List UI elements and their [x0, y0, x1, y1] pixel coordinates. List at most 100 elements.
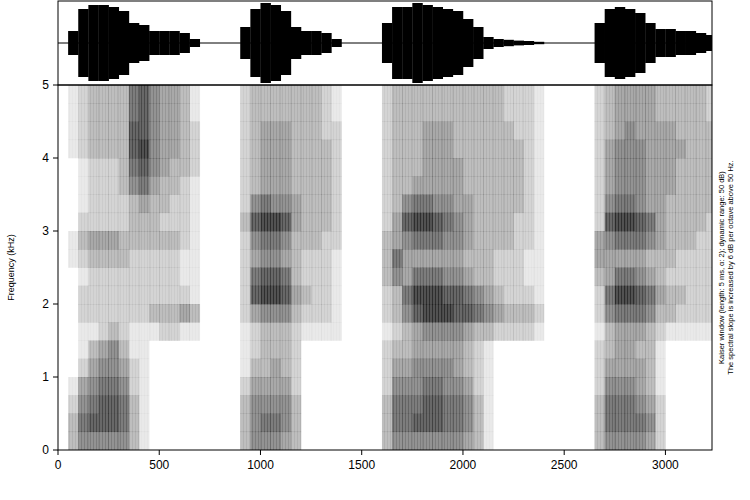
- spectrogram-cell: [301, 304, 311, 323]
- spectrogram-cell: [169, 414, 179, 433]
- spectrogram-cell: [250, 231, 260, 250]
- spectrogram-cell: [493, 140, 503, 159]
- texture-line: [458, 85, 459, 450]
- waveform-segment: [534, 42, 544, 44]
- spectrogram-cell: [493, 322, 503, 341]
- texture-line: [407, 85, 408, 450]
- texture-line: [215, 85, 216, 450]
- texture-line: [311, 85, 312, 450]
- spectrogram-cell: [169, 395, 179, 414]
- spectrogram-cell: [412, 432, 422, 450]
- texture-line: [137, 85, 138, 450]
- texture-line: [167, 85, 168, 450]
- texture-line: [668, 85, 669, 450]
- spectrogram-cell: [58, 432, 68, 450]
- spectrogram-cell: [493, 85, 503, 104]
- spectrogram-cell: [412, 158, 422, 177]
- waveform-segment: [190, 39, 200, 47]
- texture-line: [431, 85, 432, 450]
- spectrogram-cell: [412, 140, 422, 159]
- texture-line: [593, 85, 594, 450]
- spectrogram-cell: [412, 377, 422, 396]
- spectrogram-cell: [88, 395, 98, 414]
- texture-line: [254, 85, 255, 450]
- texture-line: [398, 85, 399, 450]
- spectrogram-cell: [331, 414, 341, 433]
- spectrogram-cell: [169, 140, 179, 159]
- waveform-segment: [98, 5, 108, 81]
- spectrogram-cell: [493, 341, 503, 360]
- texture-line: [410, 85, 411, 450]
- texture-line: [461, 85, 462, 450]
- texture-line: [662, 85, 663, 450]
- spectrogram-cell: [382, 432, 392, 450]
- waveform-segment: [402, 7, 412, 79]
- waveform-segment: [311, 31, 321, 55]
- texture-line: [686, 85, 687, 450]
- spectrogram-cell: [331, 231, 341, 250]
- waveform-segment: [88, 5, 98, 81]
- spectrogram-cell: [493, 414, 503, 433]
- y-tick-label: 3: [42, 224, 49, 238]
- spectrogram-cell: [463, 231, 473, 250]
- spectrogram-cell: [250, 122, 260, 141]
- spectrogram-cell: [250, 103, 260, 122]
- texture-line: [539, 85, 540, 450]
- spectrogram-cell: [463, 304, 473, 323]
- texture-line: [218, 85, 219, 450]
- spectrogram-cell: [574, 85, 584, 104]
- spectrogram-cell: [655, 103, 665, 122]
- spectrogram-cell: [250, 341, 260, 360]
- spectrogram-cell: [58, 341, 68, 360]
- spectrogram-cell: [655, 341, 665, 360]
- x-tick: [462, 450, 463, 455]
- spectrogram-cell: [139, 85, 149, 104]
- spectrogram-cell: [493, 304, 503, 323]
- x-tick: [159, 450, 160, 455]
- spectrogram-cell: [382, 322, 392, 341]
- spectrogram-cell: [382, 249, 392, 268]
- texture-line: [326, 85, 327, 450]
- spectrogram-cell: [58, 359, 68, 378]
- spectrogram-cell: [220, 158, 230, 177]
- texture-line: [677, 85, 678, 450]
- texture-line: [269, 85, 270, 450]
- x-tick-label: 3000: [652, 458, 679, 472]
- spectrogram-cell: [463, 268, 473, 287]
- texture-line: [287, 85, 288, 450]
- waveform-segment: [453, 11, 463, 75]
- spectrogram-cell: [220, 432, 230, 450]
- spectrogram-cell: [382, 140, 392, 159]
- spectrogram-cell: [574, 103, 584, 122]
- texture-line: [425, 85, 426, 450]
- spectrogram-cell: [655, 414, 665, 433]
- texture-line: [119, 85, 120, 450]
- waveform-frame: [58, 1, 712, 85]
- texture-line: [638, 85, 639, 450]
- spectrogram-cell: [544, 158, 554, 177]
- spectrogram-cell: [250, 414, 260, 433]
- texture-line: [632, 85, 633, 450]
- texture-line: [62, 85, 63, 450]
- spectrogram-cell: [544, 140, 554, 159]
- waveform-segment: [271, 5, 281, 81]
- texture-line: [335, 85, 336, 450]
- spectrogram-cell: [250, 85, 260, 104]
- spectrogram-cell: [58, 213, 68, 232]
- spectrogram-cell: [220, 195, 230, 214]
- spectrogram-cell: [301, 231, 311, 250]
- spectrogram-cell: [544, 304, 554, 323]
- texture-line: [623, 85, 624, 450]
- spectrogram-cell: [139, 140, 149, 159]
- spectrogram-cell: [574, 140, 584, 159]
- spectrogram-cell: [655, 213, 665, 232]
- spectrogram-cell: [220, 395, 230, 414]
- texture-line: [707, 85, 708, 450]
- spectrogram-cell: [412, 395, 422, 414]
- spectrogram-cell: [331, 140, 341, 159]
- spectrogram-cell: [655, 176, 665, 195]
- spectrogram-cell: [220, 231, 230, 250]
- texture-line: [446, 85, 447, 450]
- y-tick: [53, 450, 58, 451]
- spectrogram-cell: [250, 322, 260, 341]
